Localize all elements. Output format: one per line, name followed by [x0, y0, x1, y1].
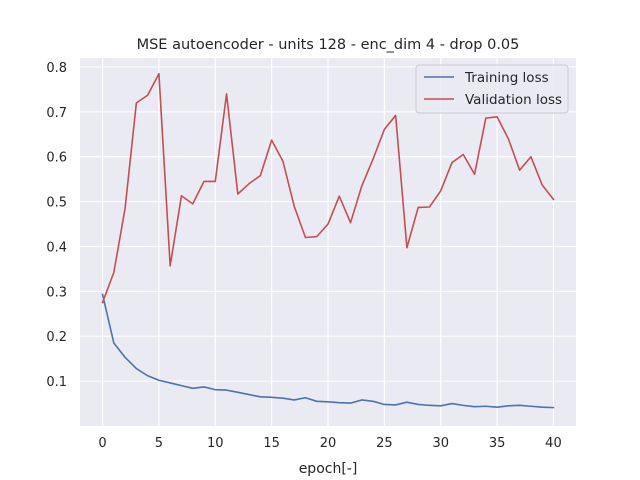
x-axis-label: epoch[-]: [299, 461, 358, 477]
legend-label-training: Training loss: [464, 70, 549, 86]
y-tick-label: 0.7: [46, 106, 67, 121]
y-axis-ticks: 0.1 0.2 0.3 0.4 0.5 0.6 0.7 0.8: [46, 61, 67, 390]
x-tick-label: 35: [489, 436, 506, 451]
y-tick-label: 0.6: [46, 151, 67, 166]
series-layer: [101, 72, 555, 409]
x-tick-label: 10: [207, 436, 224, 451]
legend: Training loss Validation loss: [415, 64, 569, 114]
series-line-validation-loss: [101, 72, 555, 304]
x-tick-label: 0: [98, 436, 106, 451]
y-tick-label: 0.5: [46, 196, 67, 211]
x-tick-label: 15: [263, 436, 280, 451]
chart-title: MSE autoencoder - units 128 - enc_dim 4 …: [137, 37, 520, 53]
y-tick-label: 0.1: [46, 375, 67, 390]
series-line-training-loss: [101, 293, 555, 409]
y-tick-label: 0.3: [46, 285, 67, 300]
y-tick-label: 0.8: [46, 61, 67, 76]
legend-label-validation: Validation loss: [465, 92, 562, 108]
y-tick-label: 0.2: [46, 330, 67, 345]
y-tick-label: 0.4: [46, 240, 67, 255]
x-tick-label: 5: [155, 436, 163, 451]
x-tick-label: 25: [376, 436, 393, 451]
x-axis-ticks: 0 5 10 15 20 25 30 35 40: [98, 436, 561, 451]
x-tick-label: 30: [432, 436, 449, 451]
x-tick-label: 20: [320, 436, 337, 451]
x-tick-label: 40: [545, 436, 562, 451]
